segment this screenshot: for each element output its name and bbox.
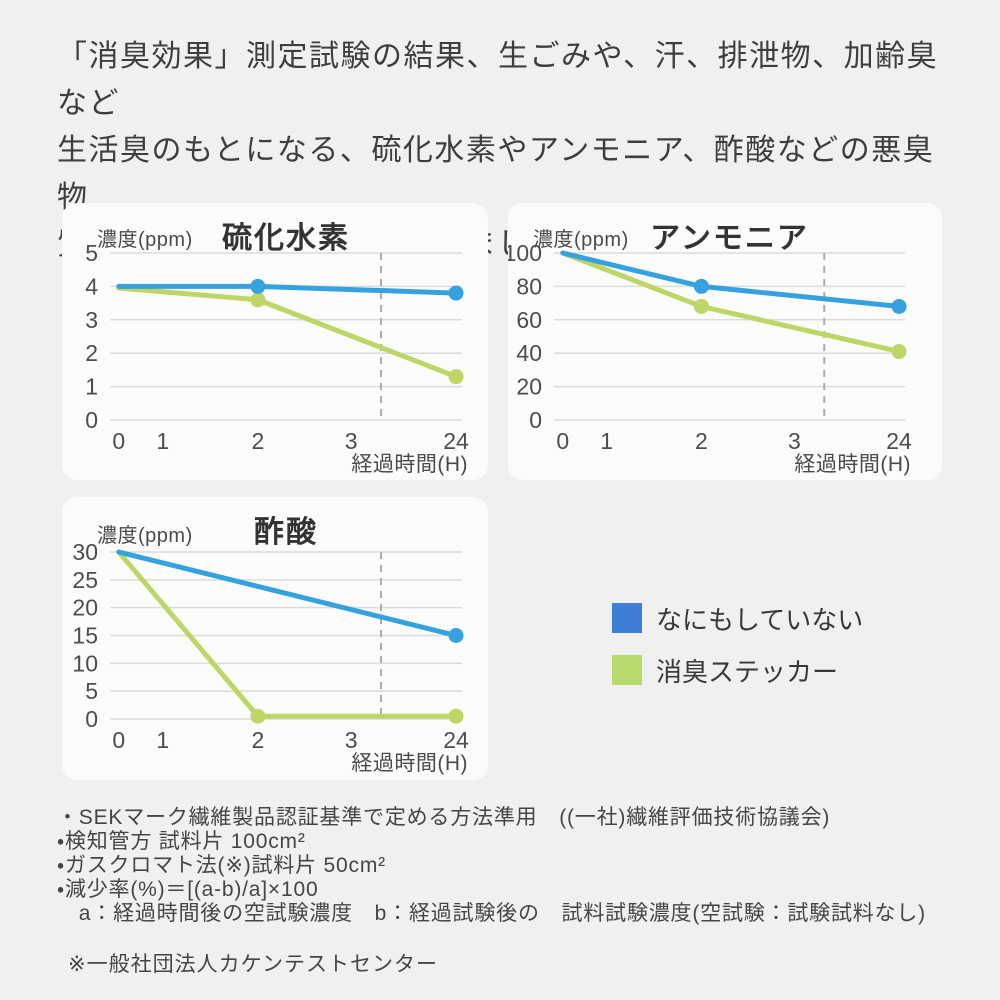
footnotes: ・SEKマーク繊維製品認証基準で定める方法準用 ((一社)繊維評価技術協議会) … xyxy=(57,806,957,926)
intro-text-line: 「消臭効果」測定試験の結果、生ごみや、汗、排泄物、加齢臭など xyxy=(57,40,939,120)
footnote-line: ・ガスクロマト法(※)試料片 50cm² xyxy=(57,854,386,877)
footnote-source: ※一般社団法人カケンテストセンター xyxy=(68,953,438,976)
svg-text:1: 1 xyxy=(156,428,169,454)
footnote-line: ・減少率(%)＝[(a-b)/a]×100 xyxy=(57,878,319,901)
svg-text:24: 24 xyxy=(886,428,912,454)
x-axis-label: 経過時間(H) xyxy=(794,453,911,476)
legend-swatch-blue xyxy=(612,603,642,633)
svg-text:5: 5 xyxy=(85,678,98,704)
svg-text:2: 2 xyxy=(85,340,98,366)
svg-text:0: 0 xyxy=(529,407,542,433)
svg-text:20: 20 xyxy=(72,595,98,621)
y-axis-unit-label: 濃度(ppm) xyxy=(97,525,193,547)
ammonia-chart-canvas: 0 20 40 60 80 100 0 1 2 3 24 xyxy=(508,240,912,454)
svg-text:0: 0 xyxy=(85,706,98,732)
svg-text:60: 60 xyxy=(516,307,542,333)
legend-label: なにもしていない xyxy=(656,604,864,635)
y-axis-unit-label: 濃度(ppm) xyxy=(533,229,629,251)
svg-text:3: 3 xyxy=(85,307,98,333)
chart-title-ammonia: アンモニア xyxy=(650,222,809,255)
legend-swatch-green xyxy=(612,655,642,685)
x-axis-label: 経過時間(H) xyxy=(351,752,468,775)
svg-text:2: 2 xyxy=(251,727,264,753)
svg-text:1: 1 xyxy=(156,727,169,753)
svg-text:30: 30 xyxy=(72,539,98,565)
svg-text:80: 80 xyxy=(516,273,542,299)
svg-text:24: 24 xyxy=(443,428,469,454)
svg-text:0: 0 xyxy=(112,727,125,753)
svg-text:40: 40 xyxy=(516,340,542,366)
legend-item-untreated: なにもしていない xyxy=(612,603,863,635)
hydrogen-sulfide-chart-canvas: 0 1 2 3 4 5 0 1 2 3 24 xyxy=(85,240,469,454)
svg-text:2: 2 xyxy=(695,428,708,454)
svg-text:10: 10 xyxy=(72,650,98,676)
svg-text:15: 15 xyxy=(72,623,98,649)
chart-panel-acetic-acid: 0 5 10 15 20 25 30 0 1 2 3 24 濃度(ppm) 酢酸 経過時間(H) xyxy=(62,497,488,780)
svg-text:0: 0 xyxy=(112,428,125,454)
svg-text:0: 0 xyxy=(85,407,98,433)
legend-item-deodorant-sticker: 消臭ステッカー xyxy=(612,655,863,687)
svg-text:3: 3 xyxy=(345,428,358,454)
legend-label: 消臭ステッカー xyxy=(656,656,839,687)
svg-text:1: 1 xyxy=(600,428,613,454)
svg-text:3: 3 xyxy=(345,727,358,753)
svg-text:4: 4 xyxy=(85,273,98,299)
svg-text:25: 25 xyxy=(72,567,98,593)
svg-text:24: 24 xyxy=(443,727,469,753)
svg-text:1: 1 xyxy=(85,374,98,400)
chart-panel-hydrogen-sulfide: 0 1 2 3 4 5 0 1 2 3 24 濃度(ppm) 硫化水素 経過時間(H) xyxy=(62,203,488,480)
footnote-line: ・SEKマーク繊維製品認証基準で定める方法準用 ((一社)繊維評価技術協議会) xyxy=(57,806,831,829)
svg-text:3: 3 xyxy=(788,428,801,454)
legend: なにもしていない 消臭ステッカー xyxy=(612,603,863,707)
svg-text:2: 2 xyxy=(251,428,264,454)
svg-text:100: 100 xyxy=(508,240,542,266)
svg-text:0: 0 xyxy=(556,428,569,454)
x-axis-label: 経過時間(H) xyxy=(351,453,468,476)
chart-title-hydrogen-sulfide: 硫化水素 xyxy=(222,222,350,255)
y-axis-unit-label: 濃度(ppm) xyxy=(97,229,193,251)
footnote-line: a：経過時間後の空試験濃度 b：経過試験後の 試料試験濃度(空試験：試験試料なし… xyxy=(57,902,926,925)
footnote-line: ・検知管方 試料片 100cm² xyxy=(57,830,306,853)
chart-panel-ammonia: 0 20 40 60 80 100 0 1 2 3 24 濃度(ppm) アンモニア 経過時間(H) xyxy=(508,203,942,480)
svg-text:5: 5 xyxy=(85,240,98,266)
svg-text:20: 20 xyxy=(516,374,542,400)
intro-text-line: 生活臭のもとになる、硫化水素やアンモニア、酢酸などの悪臭物 xyxy=(57,134,935,214)
chart-title-acetic-acid: 酢酸 xyxy=(254,516,318,549)
